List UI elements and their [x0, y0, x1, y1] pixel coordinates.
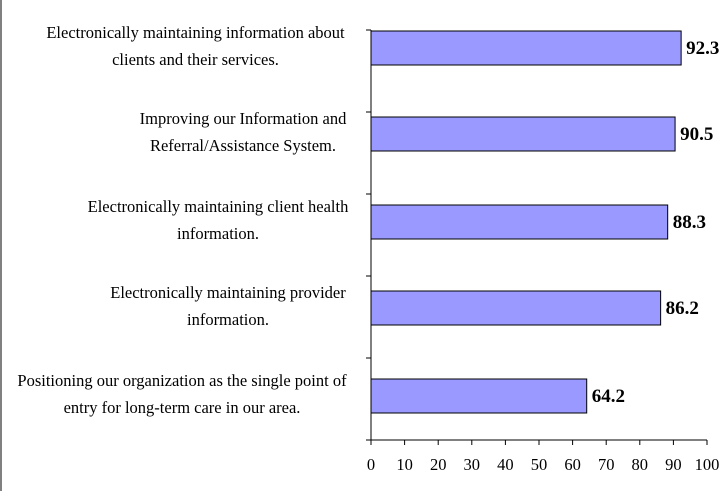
bar — [370, 116, 676, 152]
x-tick-label: 90 — [665, 455, 682, 474]
bar — [370, 378, 588, 414]
category-label: Electronically maintaining provider info… — [110, 283, 346, 329]
x-tick-label: 30 — [464, 455, 481, 474]
x-tick-label: 20 — [430, 455, 447, 474]
category-label: Electronically maintaining information a… — [46, 23, 345, 69]
x-tick-label: 100 — [695, 455, 720, 474]
category-label: Improving our Information and Referral/A… — [139, 109, 347, 155]
x-tick-label: 0 — [367, 455, 375, 474]
bar — [370, 30, 682, 66]
category-label: Electronically maintaining client health… — [87, 197, 349, 243]
x-tick-label: 40 — [497, 455, 514, 474]
value-label: 92.3 — [686, 38, 719, 59]
value-label: 86.2 — [666, 298, 699, 319]
x-tick-label: 60 — [564, 455, 581, 474]
value-label: 88.3 — [673, 212, 706, 233]
bar — [370, 204, 669, 240]
category-label: Positioning our organization as the sing… — [17, 371, 347, 417]
x-tick-label: 80 — [632, 455, 649, 474]
x-tick-label: 70 — [598, 455, 615, 474]
x-tick-label: 10 — [396, 455, 413, 474]
value-label: 64.2 — [592, 386, 625, 407]
bar — [370, 290, 662, 326]
x-tick-label: 50 — [531, 455, 548, 474]
value-label: 90.5 — [680, 124, 713, 145]
